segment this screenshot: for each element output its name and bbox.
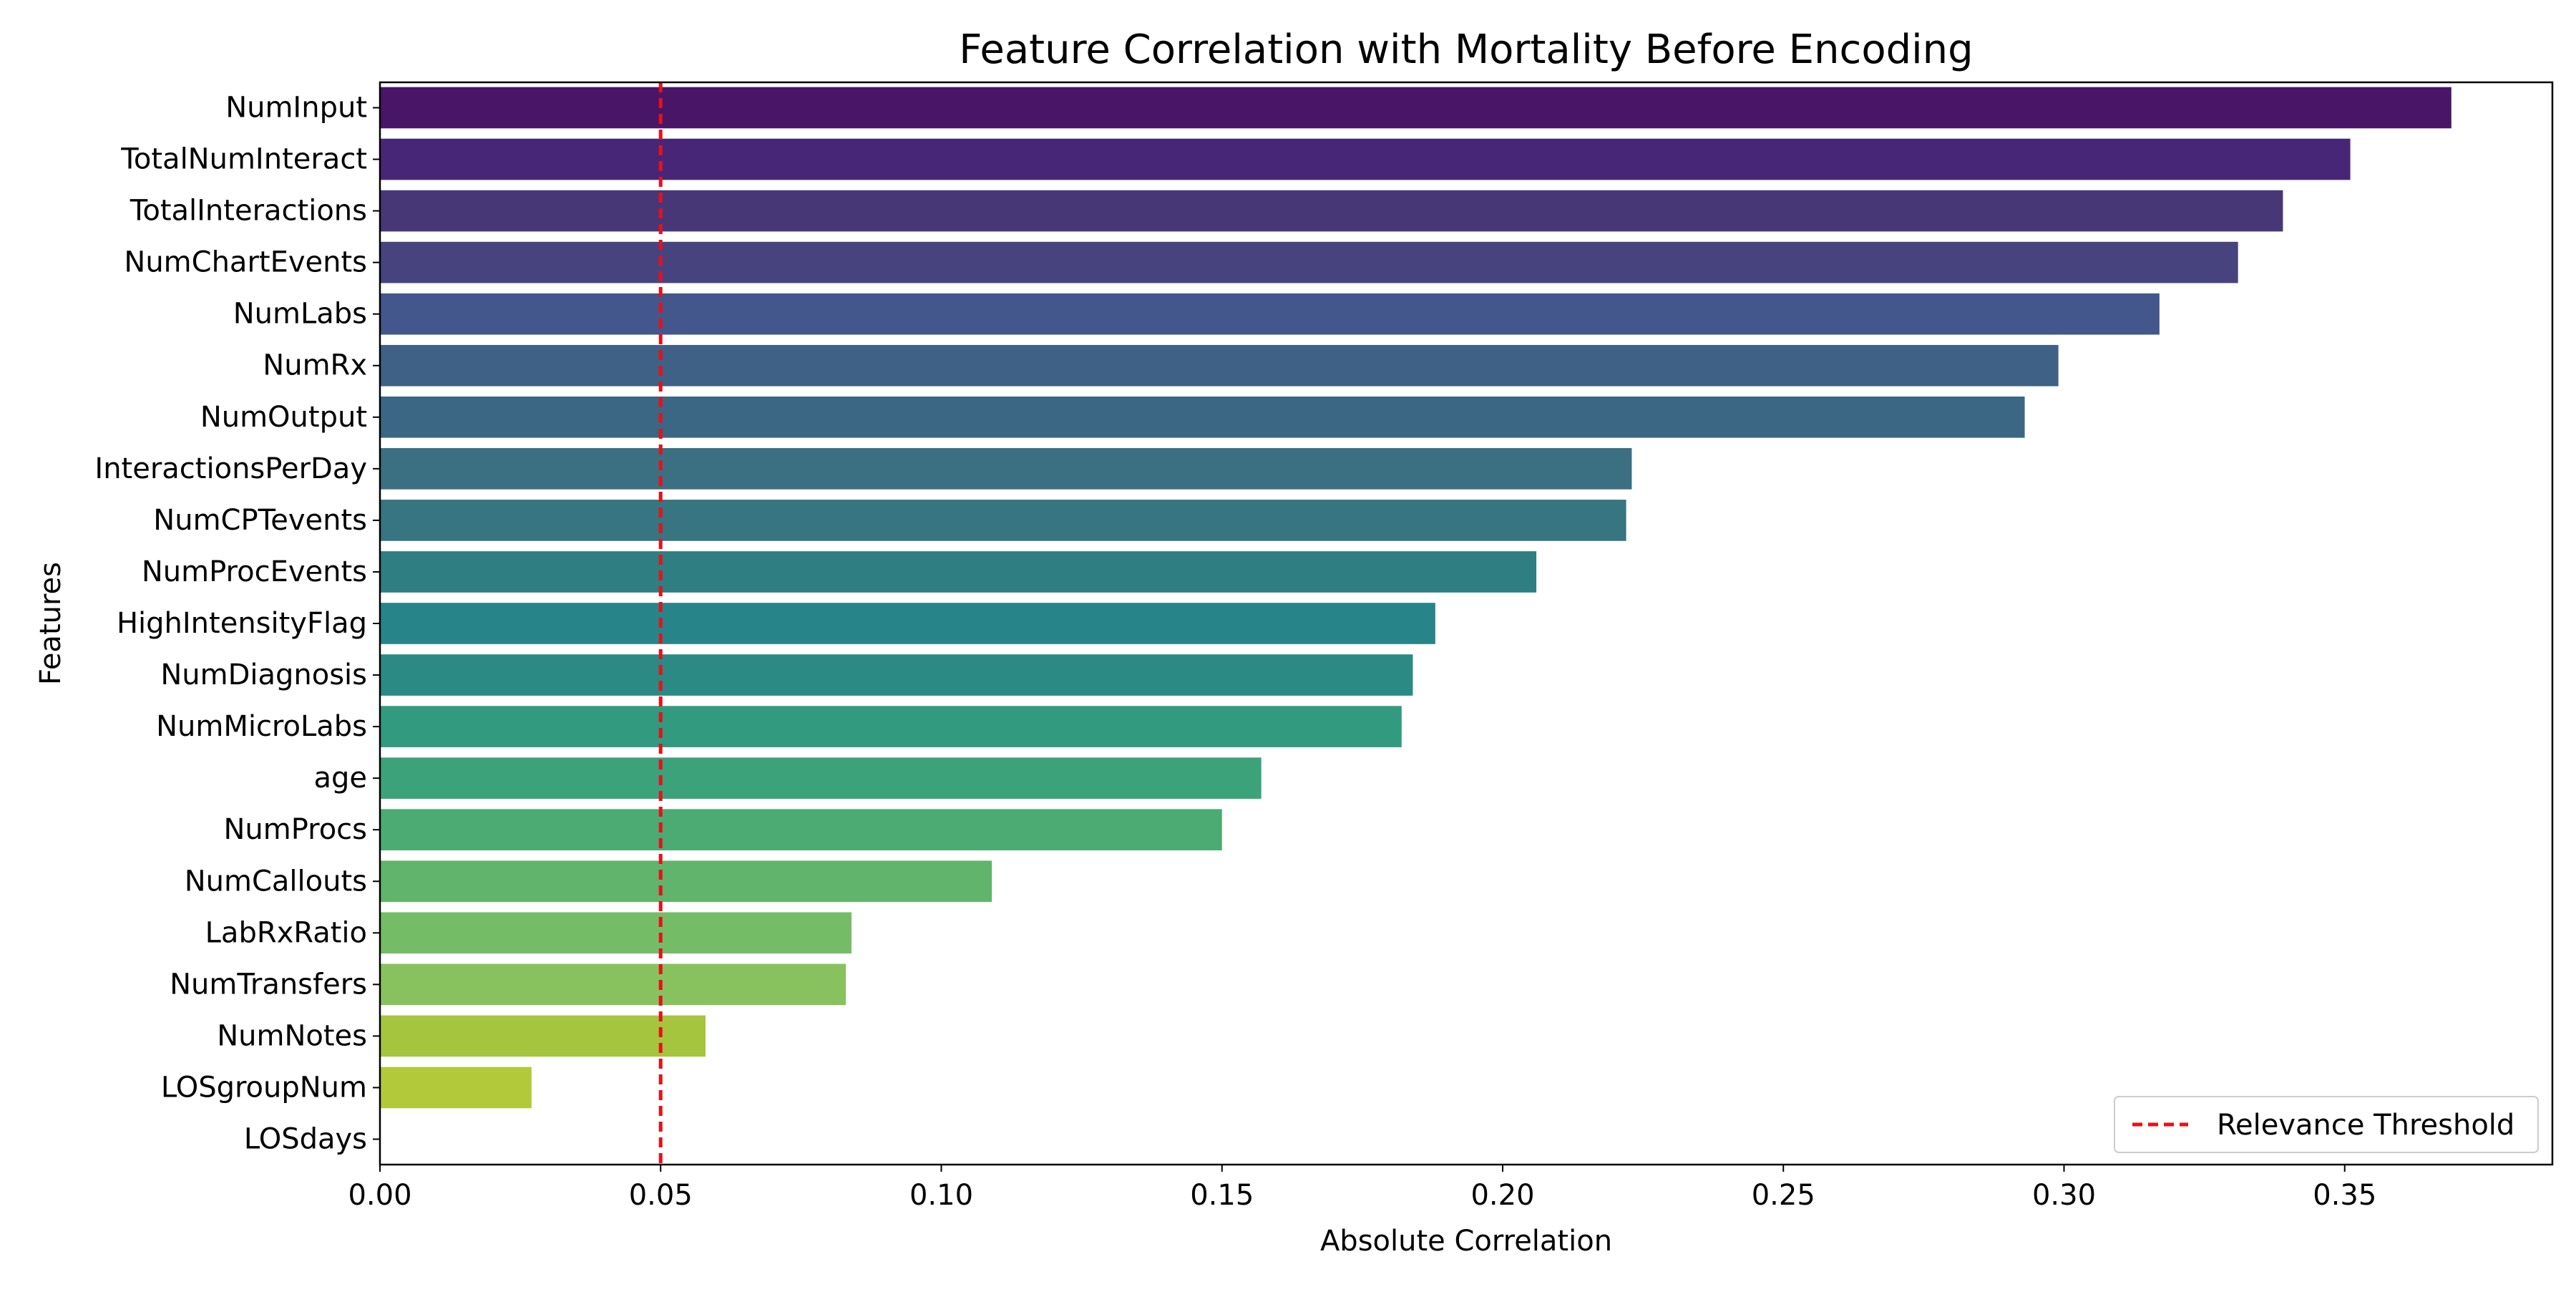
y-tick-label: LOSdays: [244, 1123, 367, 1156]
y-tick-label: NumProcs: [223, 813, 367, 846]
y-tick-label: NumDiagnosis: [160, 659, 367, 691]
bar-NumNotes: [380, 1015, 706, 1057]
y-tick-label: NumCPTevents: [153, 504, 367, 537]
x-tick-label: 0.15: [1190, 1179, 1254, 1212]
legend: Relevance Threshold: [2114, 1096, 2539, 1153]
y-tick-label: TotalInteractions: [130, 195, 367, 228]
bar-age: [380, 757, 1262, 799]
bar-NumTransfers: [380, 963, 847, 1006]
bar-TotalNumInteract: [380, 138, 2351, 180]
bar-NumProcEvents: [380, 551, 1537, 593]
y-tick-label: age: [313, 762, 367, 795]
y-tick-label: NumCallouts: [185, 865, 367, 898]
bar-NumLabs: [380, 293, 2160, 335]
x-tick-group: 0.00 0.05 0.10 0.15 0.20 0.25 0.30 0.35: [348, 1165, 2376, 1212]
bar-LOSgroupNum: [380, 1067, 532, 1109]
y-tick-label: NumChartEvents: [124, 246, 367, 279]
x-tick-label: 0.30: [2032, 1179, 2096, 1212]
bar-NumRx: [380, 344, 2059, 387]
chart-title: Feature Correlation with Mortality Befor…: [959, 26, 1973, 73]
y-tick-label: InteractionsPerDay: [94, 452, 367, 485]
legend-label-threshold: Relevance Threshold: [2217, 1109, 2514, 1142]
bar-InteractionsPerDay: [380, 448, 1632, 490]
bar-NumChartEvents: [380, 241, 2238, 283]
x-tick-label: 0.35: [2313, 1179, 2376, 1212]
y-tick-label: NumOutput: [200, 401, 367, 434]
y-tick-label: NumInput: [225, 91, 367, 124]
y-tick-label: LabRxRatio: [205, 916, 367, 949]
x-tick-label: 0.10: [909, 1179, 973, 1212]
legend-box: [2114, 1096, 2539, 1153]
x-tick-label: 0.20: [1470, 1179, 1534, 1212]
bar-HighIntensityFlag: [380, 603, 1435, 644]
bar-NumCallouts: [380, 860, 992, 903]
y-tick-label: NumMicroLabs: [156, 710, 367, 743]
y-tick-label: NumNotes: [217, 1019, 367, 1052]
x-tick-label: 0.25: [1752, 1179, 1815, 1212]
bar-NumDiagnosis: [380, 654, 1413, 696]
y-tick-group: NumInput TotalNumInteract TotalInteraction…: [94, 91, 380, 1156]
x-tick-label: 0.05: [629, 1179, 693, 1212]
x-tick-label: 0.00: [348, 1179, 411, 1212]
bar-NumOutput: [380, 396, 2025, 438]
bars-group: [380, 87, 2451, 1109]
y-tick-label: NumTransfers: [170, 968, 367, 1001]
y-tick-label: NumLabs: [233, 298, 367, 331]
bar-NumProcs: [380, 809, 1222, 851]
y-tick-label: HighIntensityFlag: [117, 607, 367, 640]
y-tick-label: NumProcEvents: [142, 555, 367, 588]
y-tick-label: NumRx: [263, 349, 367, 382]
bar-NumInput: [380, 87, 2451, 129]
y-axis-label: Features: [34, 562, 67, 685]
y-tick-label: TotalNumInteract: [120, 143, 367, 176]
bar-NumMicroLabs: [380, 706, 1402, 747]
y-tick-label: LOSgroupNum: [161, 1071, 367, 1104]
bar-LabRxRatio: [380, 912, 852, 954]
bar-TotalInteractions: [380, 190, 2283, 232]
x-axis-label: Absolute Correlation: [1320, 1225, 1612, 1258]
bar-NumCPTevents: [380, 500, 1626, 541]
